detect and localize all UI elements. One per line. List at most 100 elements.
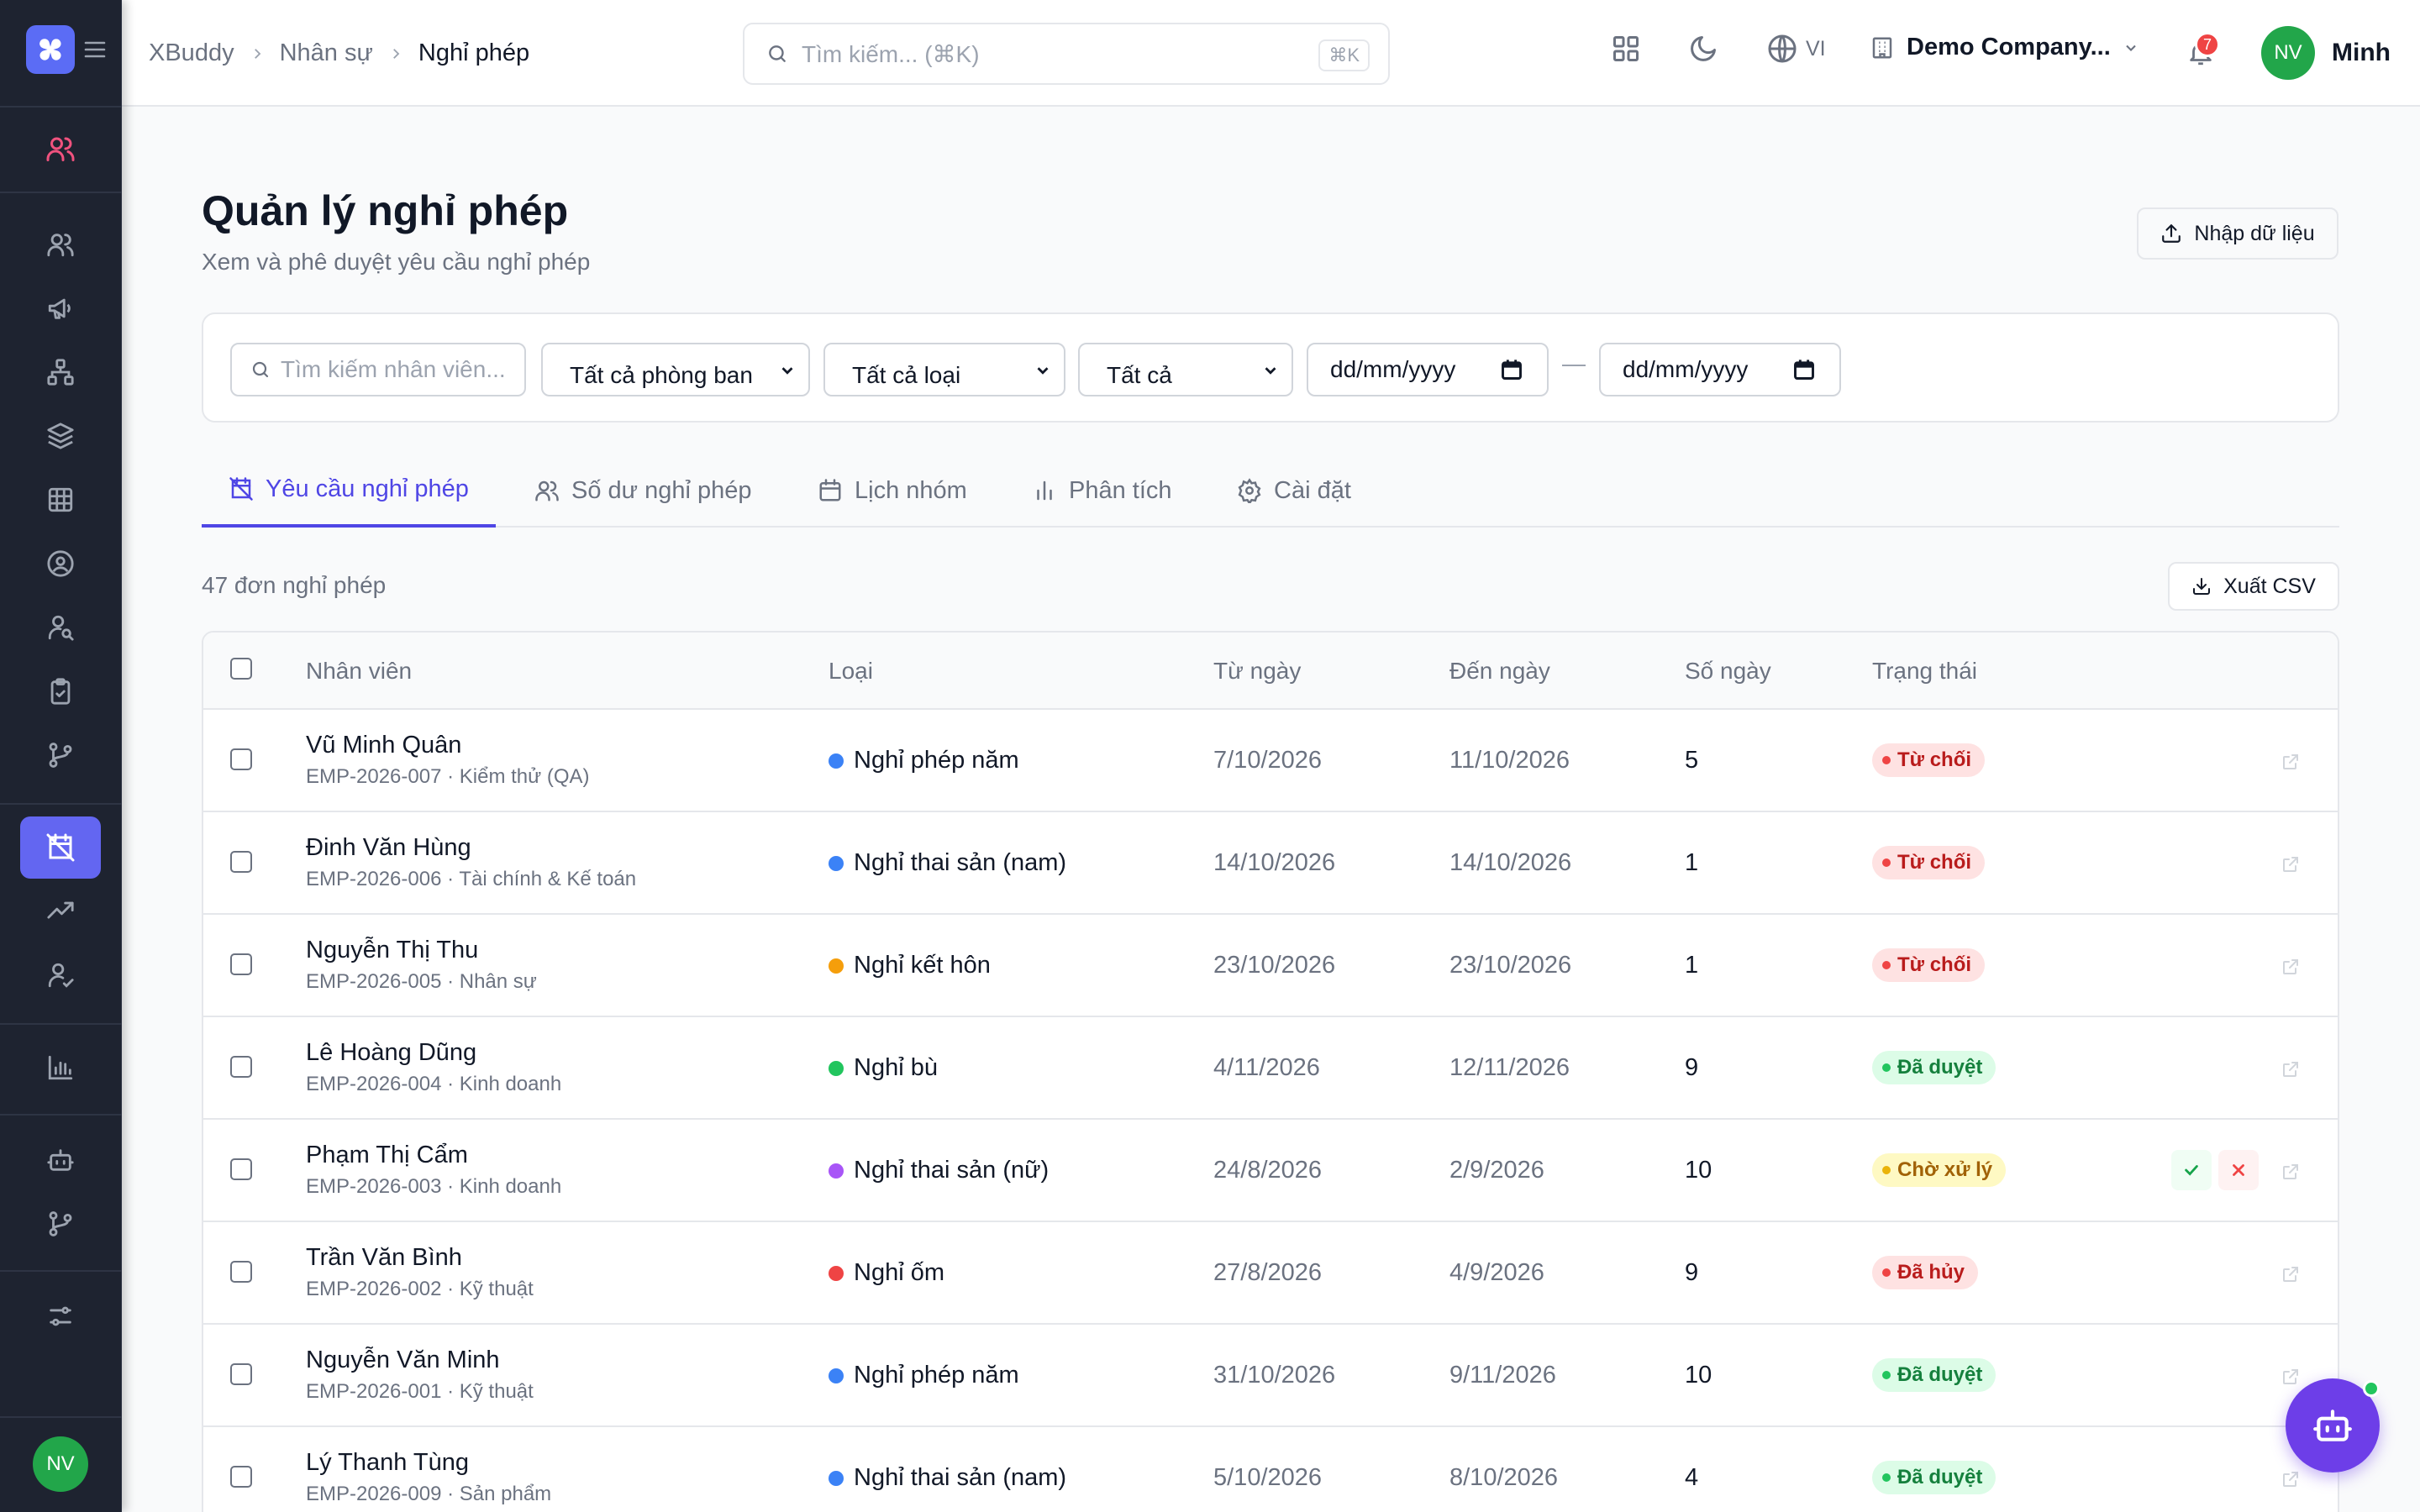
table-row[interactable]: Lý Thanh Tùng EMP-2026-009 · Sản phẩm Ng…: [203, 1427, 2338, 1512]
moon-icon[interactable]: [1688, 34, 1718, 64]
sidebar-item-recruitment[interactable]: [20, 596, 101, 659]
date-to-input[interactable]: dd/mm/yyyy: [1599, 343, 1841, 396]
employee-search-input[interactable]: Tìm kiếm nhân viên...: [230, 343, 526, 396]
sidebar-item-org-chart[interactable]: [20, 341, 101, 403]
user-name[interactable]: Minh: [2332, 39, 2391, 66]
column-from-date[interactable]: Từ ngày: [1213, 658, 1302, 684]
app-logo[interactable]: [26, 25, 75, 74]
column-to-date[interactable]: Đến ngày: [1449, 658, 1550, 684]
leave-type-dot: [829, 1265, 844, 1281]
column-type[interactable]: Loại: [829, 658, 873, 684]
external-link-icon[interactable]: [2281, 1059, 2301, 1079]
employee-name[interactable]: Đinh Văn Hùng: [306, 834, 471, 861]
table-row[interactable]: Phạm Thị Cẩm EMP-2026-003 · Kinh doanh N…: [203, 1120, 2338, 1222]
filter-bar: Tìm kiếm nhân viên... Tất cả phòng ban T…: [202, 312, 2339, 423]
approve-button[interactable]: [2171, 1150, 2212, 1190]
row-checkbox[interactable]: [230, 1261, 252, 1283]
sidebar-item-reports[interactable]: [20, 1037, 101, 1099]
sidebar-item-grid[interactable]: [20, 469, 101, 531]
status-select[interactable]: Tất cả: [1078, 343, 1293, 396]
date-from-input[interactable]: dd/mm/yyyy: [1307, 343, 1549, 396]
external-link-icon[interactable]: [2281, 957, 2301, 977]
sidebar-item-performance[interactable]: [20, 880, 101, 942]
sidebar-item-announcements[interactable]: [20, 277, 101, 339]
close-icon: [2233, 1164, 2244, 1176]
department-select-value: Tất cả phòng ban: [570, 362, 753, 388]
employee-name[interactable]: Lý Thanh Tùng: [306, 1449, 470, 1476]
employee-name[interactable]: Phạm Thị Cẩm: [306, 1142, 468, 1168]
column-status[interactable]: Trạng thái: [1872, 658, 1978, 684]
import-data-label: Nhập dữ liệu: [2194, 221, 2315, 245]
row-checkbox[interactable]: [230, 748, 252, 770]
breadcrumb-section[interactable]: Nhân sự: [279, 39, 373, 66]
select-all-checkbox[interactable]: [230, 658, 252, 680]
day-count: 10: [1685, 1157, 1712, 1184]
sidebar-toggle-icon[interactable]: [84, 40, 106, 59]
sidebar-item-profile[interactable]: [20, 533, 101, 595]
tab-leave-balance[interactable]: Số dư nghỉ phép: [534, 454, 752, 528]
export-csv-button[interactable]: Xuất CSV: [2168, 562, 2339, 611]
row-checkbox[interactable]: [230, 1363, 252, 1385]
row-checkbox[interactable]: [230, 953, 252, 975]
sidebar-item-workflow[interactable]: [20, 724, 101, 786]
employee-meta: EMP-2026-006 · Tài chính & Kế toán: [306, 868, 637, 890]
table-row[interactable]: Vũ Minh Quân EMP-2026-007 · Kiểm thử (QA…: [203, 710, 2338, 812]
apps-grid-icon[interactable]: [1611, 34, 1641, 64]
calendar-icon: [1502, 360, 1522, 380]
leave-type: Nghỉ bù: [829, 1054, 938, 1082]
import-data-button[interactable]: Nhập dữ liệu: [2137, 207, 2338, 260]
sidebar-item-hr-home[interactable]: [20, 118, 101, 180]
external-link-icon[interactable]: [2281, 1469, 2301, 1489]
employee-name[interactable]: Trần Văn Bình: [306, 1244, 462, 1271]
tab-leave-requests[interactable]: Yêu cầu nghỉ phép: [202, 454, 496, 528]
external-link-icon[interactable]: [2281, 854, 2301, 874]
table-grid-icon: [48, 487, 73, 512]
sidebar-item-employees[interactable]: [20, 213, 101, 276]
employee-name[interactable]: Nguyễn Văn Minh: [306, 1347, 500, 1373]
sidebar-item-attendance[interactable]: [20, 944, 101, 1006]
from-date: 4/11/2026: [1213, 1054, 1320, 1081]
row-checkbox[interactable]: [230, 1056, 252, 1078]
row-checkbox[interactable]: [230, 851, 252, 873]
external-link-icon[interactable]: [2281, 1264, 2301, 1284]
leave-type-dot: [829, 855, 844, 871]
day-count: 1: [1685, 849, 1699, 876]
table-row[interactable]: Nguyễn Văn Minh EMP-2026-001 · Kỹ thuật …: [203, 1325, 2338, 1427]
ai-assistant-button[interactable]: [2286, 1378, 2380, 1473]
table-row[interactable]: Trần Văn Bình EMP-2026-002 · Kỹ thuật Ng…: [203, 1222, 2338, 1325]
employee-name[interactable]: Nguyễn Thị Thu: [306, 937, 479, 963]
sidebar-item-integrations[interactable]: [20, 1193, 101, 1255]
sidebar-user-avatar[interactable]: NV: [33, 1436, 88, 1492]
tab-analytics[interactable]: Phân tích: [1032, 454, 1172, 528]
leave-type-select[interactable]: Tất cả loại: [823, 343, 1065, 396]
user-avatar[interactable]: NV: [2261, 26, 2315, 80]
column-employee[interactable]: Nhân viên: [306, 658, 413, 684]
external-link-icon[interactable]: [2281, 1162, 2301, 1182]
sidebar-item-leave[interactable]: [20, 816, 101, 879]
row-checkbox[interactable]: [230, 1158, 252, 1180]
sidebar-item-ai-assistant[interactable]: [20, 1129, 101, 1191]
employee-name[interactable]: Vũ Minh Quân: [306, 732, 462, 759]
table-row[interactable]: Nguyễn Thị Thu EMP-2026-005 · Nhân sự Ng…: [203, 915, 2338, 1017]
reject-button[interactable]: [2218, 1150, 2259, 1190]
department-select[interactable]: Tất cả phòng ban: [541, 343, 810, 396]
org-chart-icon: [47, 359, 74, 386]
employee-name[interactable]: Lê Hoàng Dũng: [306, 1039, 477, 1066]
global-search-input[interactable]: Tìm kiếm... (⌘K) ⌘K: [743, 23, 1390, 85]
sidebar-item-tasks[interactable]: [20, 660, 101, 722]
language-switcher[interactable]: VI: [1767, 34, 1826, 64]
column-days[interactable]: Số ngày: [1685, 658, 1771, 684]
sidebar-item-settings[interactable]: [20, 1285, 101, 1347]
row-checkbox[interactable]: [230, 1466, 252, 1488]
company-selector[interactable]: Demo Company...: [1870, 34, 2139, 61]
sidebar-item-layers[interactable]: [20, 405, 101, 467]
tab-team-calendar[interactable]: Lịch nhóm: [818, 454, 967, 528]
tab-settings[interactable]: Cài đặt: [1237, 454, 1351, 528]
from-date: 14/10/2026: [1213, 849, 1336, 876]
external-link-icon[interactable]: [2281, 752, 2301, 772]
table-row[interactable]: Lê Hoàng Dũng EMP-2026-004 · Kinh doanh …: [203, 1017, 2338, 1120]
external-link-icon[interactable]: [2281, 1367, 2301, 1387]
breadcrumb-root[interactable]: XBuddy: [149, 39, 234, 66]
page-title: Quản lý nghỉ phép: [202, 187, 569, 234]
table-row[interactable]: Đinh Văn Hùng EMP-2026-006 · Tài chính &…: [203, 812, 2338, 915]
